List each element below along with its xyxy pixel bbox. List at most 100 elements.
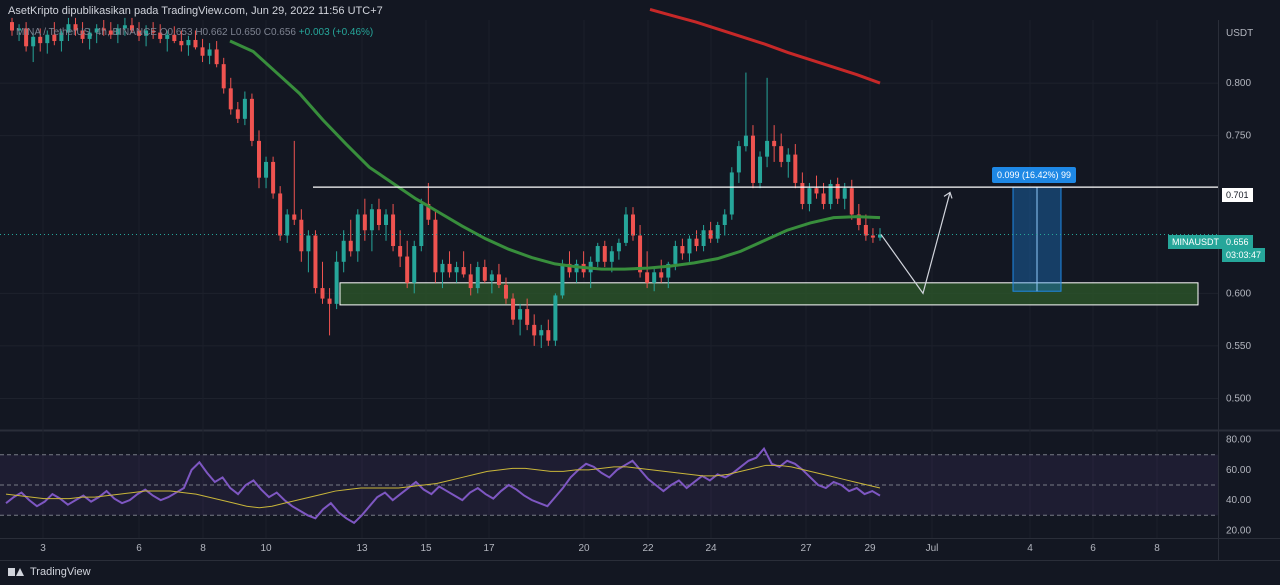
candle-body [623,214,628,243]
candle-body [743,135,748,147]
rsi-ma-line [5,464,881,509]
candle-body [842,188,847,199]
candle-body [405,256,410,283]
candle-body [758,156,763,183]
candle-body [673,246,678,264]
projection-arrow-head [943,191,953,199]
candle-body [729,172,734,215]
candle-body [264,161,269,178]
candle-body [715,225,720,239]
candle-body [652,272,657,283]
symbol-name-badge: MINAUSDT [1168,235,1223,249]
candle-body [38,36,43,44]
candle-body [108,30,113,35]
rsi-line [5,446,881,525]
candle-body [158,32,163,39]
candle-body [320,288,325,299]
rsi-tick-label: 80.00 [1226,435,1251,446]
candle-body [546,330,551,341]
candle-body [256,140,261,178]
candle-body [419,203,424,247]
candle-body [285,214,290,236]
candle-body [228,88,233,110]
resistance-price-badge: 0.701 [1222,188,1253,202]
candle-body [602,246,607,262]
candle-body [313,235,318,289]
candle-body [327,298,332,304]
candle-body [122,25,127,29]
candle-body [292,214,297,220]
candle-body [369,209,374,231]
price-tick-label: 0.550 [1226,341,1251,352]
candle-body [151,30,156,33]
symbol-legend: MINA / TetherUS, 4h, BINANCE O0.653 H0.6… [16,27,373,38]
candle-body [870,235,875,238]
time-tick-label: 29 [864,543,876,554]
time-tick-label: 8 [1154,543,1160,554]
price-tick-label: 0.500 [1226,393,1251,404]
candle-body [10,22,14,31]
tradingview-logo[interactable]: TradingView [8,566,91,578]
candle-body [539,330,544,336]
candle-body [496,274,501,285]
candle-body [765,140,770,157]
publisher-caption: AsetKripto dipublikasikan pada TradingVi… [8,5,383,17]
candle-body [214,49,219,65]
candle-body [687,238,692,254]
candle-body [341,240,346,262]
candle-body [828,184,833,204]
candle-body [94,28,99,33]
candle-body [235,109,240,119]
candle-body [440,263,445,273]
candle-body [461,267,466,275]
candle-body [722,214,727,225]
candle-body [271,161,276,194]
candle-body [701,230,706,247]
symbol-info: MINA / TetherUS, 4h, BINANCE O0.653 H0.6… [16,27,296,38]
candle-body [793,154,798,183]
candle-body [412,246,417,283]
candle-body [172,34,177,42]
candle-body [376,209,381,225]
candle-body [856,214,861,225]
measure-label: 0.099 (16.42%) 99 [992,167,1077,183]
candle-body [503,284,508,299]
price-tick-label: 0.800 [1226,78,1251,89]
candle-body [426,203,431,220]
candle-body [207,49,212,56]
candle-body [532,324,537,336]
rsi-tick-label: 40.00 [1226,495,1251,506]
candle-body [24,28,29,47]
time-tick-label: Jul [926,543,939,554]
candle-body [616,242,621,252]
candle-body [750,135,755,183]
price-tick-label: 0.600 [1226,288,1251,299]
time-tick-label: 6 [1090,543,1096,554]
candle-body [242,98,247,119]
candle-body [779,146,784,162]
candle-body [17,28,22,31]
candle-body [391,214,396,247]
candle-body [638,235,643,273]
candle-body [80,30,85,39]
candle-body [179,41,184,46]
candle-body [165,34,170,39]
candle-body [398,246,403,257]
candle-body [87,32,92,39]
candle-body [849,188,854,215]
time-tick-label: 4 [1027,543,1033,554]
time-tick-label: 8 [200,543,206,554]
candle-body [694,238,699,247]
projection-arrow [880,192,951,295]
currency-label: USDT [1226,28,1253,39]
candle-body [878,234,882,238]
candle-body [355,214,360,252]
candle-body [482,267,487,281]
candle-body [800,182,805,204]
candle-body [362,214,367,231]
candle-body [348,240,353,252]
tradingview-brand: TradingView [30,566,91,578]
candle-body [468,274,473,289]
ma-fast-line [229,39,881,271]
